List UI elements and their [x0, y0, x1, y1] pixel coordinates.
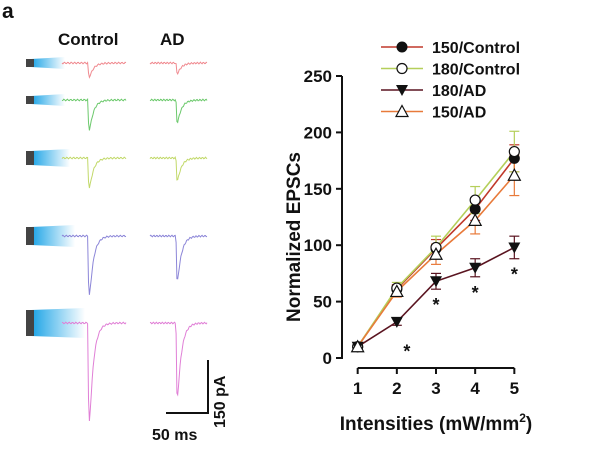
data-point [508, 242, 521, 254]
light-stimulus-cone [31, 94, 65, 106]
epsc-trace [61, 97, 127, 131]
epsc-trace [61, 234, 127, 295]
epsc-traces [26, 57, 209, 422]
light-stimulus-cone [31, 308, 85, 338]
significance-star: * [403, 341, 410, 361]
legend-marker [396, 85, 408, 96]
epsc-trace [149, 98, 208, 124]
scale-bar-time-label: 50 ms [152, 427, 198, 444]
data-point [508, 152, 520, 164]
y-tick-label: 0 [323, 349, 332, 368]
data-point [390, 316, 403, 328]
y-tick-label: 100 [304, 236, 332, 255]
data-point [469, 262, 482, 274]
legend-marker [396, 62, 408, 75]
epsc-trace [61, 156, 127, 189]
x-tick-label: 3 [431, 379, 440, 398]
legend-label: 180/Control [432, 62, 520, 79]
led-fiber-icon [26, 310, 34, 336]
y-tick-label: 50 [313, 293, 332, 312]
legend-label: 150/AD [432, 105, 486, 122]
legend-label: 150/Control [432, 40, 520, 57]
data-point [508, 145, 520, 158]
y-tick-label: 150 [304, 180, 332, 199]
x-tick-label: 2 [392, 379, 401, 398]
light-stimulus-cone [31, 149, 70, 167]
legend-marker [396, 41, 408, 53]
data-point [430, 243, 442, 255]
x-tick-label: 1 [353, 379, 362, 398]
series-line [357, 151, 515, 348]
y-axis-label: Normalized EPSCs [284, 152, 305, 322]
data-point [430, 276, 442, 288]
data-point [391, 282, 403, 294]
light-stimulus-cone [31, 225, 75, 247]
epsc-trace [149, 321, 208, 397]
data-point [352, 341, 364, 353]
data-point [430, 241, 442, 254]
data-point [428, 246, 444, 260]
led-fiber-icon [26, 151, 34, 165]
column-label-ad: AD [160, 30, 185, 49]
data-point [389, 284, 404, 298]
data-point [469, 194, 481, 206]
light-stimulus-cone [31, 57, 65, 69]
y-tick-label: 200 [304, 123, 332, 142]
legend-marker [394, 104, 410, 118]
epsc-trace [149, 234, 208, 280]
series-line [357, 157, 515, 348]
led-fiber-icon [26, 227, 34, 245]
significance-star: * [432, 295, 439, 315]
epsc-trace [149, 61, 208, 76]
series-line [357, 246, 515, 348]
data-point [352, 341, 364, 353]
x-axis-label: Intensities (mW/mm2) [340, 411, 533, 435]
epsc-trace [149, 156, 208, 181]
y-tick-label: 250 [304, 67, 332, 86]
led-fiber-icon [26, 96, 34, 104]
significance-star: * [511, 265, 518, 285]
series-line [357, 174, 515, 348]
data-point [351, 341, 364, 353]
data-point [350, 339, 365, 353]
data-point [391, 283, 403, 295]
x-tick-label: 4 [470, 379, 480, 398]
panel-label: a [2, 0, 14, 23]
epsc-trace [61, 61, 127, 79]
column-label-control: Control [58, 30, 119, 49]
epsc-trace [61, 321, 127, 422]
data-point [468, 213, 483, 226]
significance-star: * [472, 283, 479, 303]
x-tick-label: 5 [510, 379, 519, 398]
legend-label: 180/AD [432, 83, 486, 100]
led-fiber-icon [26, 59, 34, 67]
data-point [469, 203, 481, 215]
data-point [507, 168, 522, 181]
